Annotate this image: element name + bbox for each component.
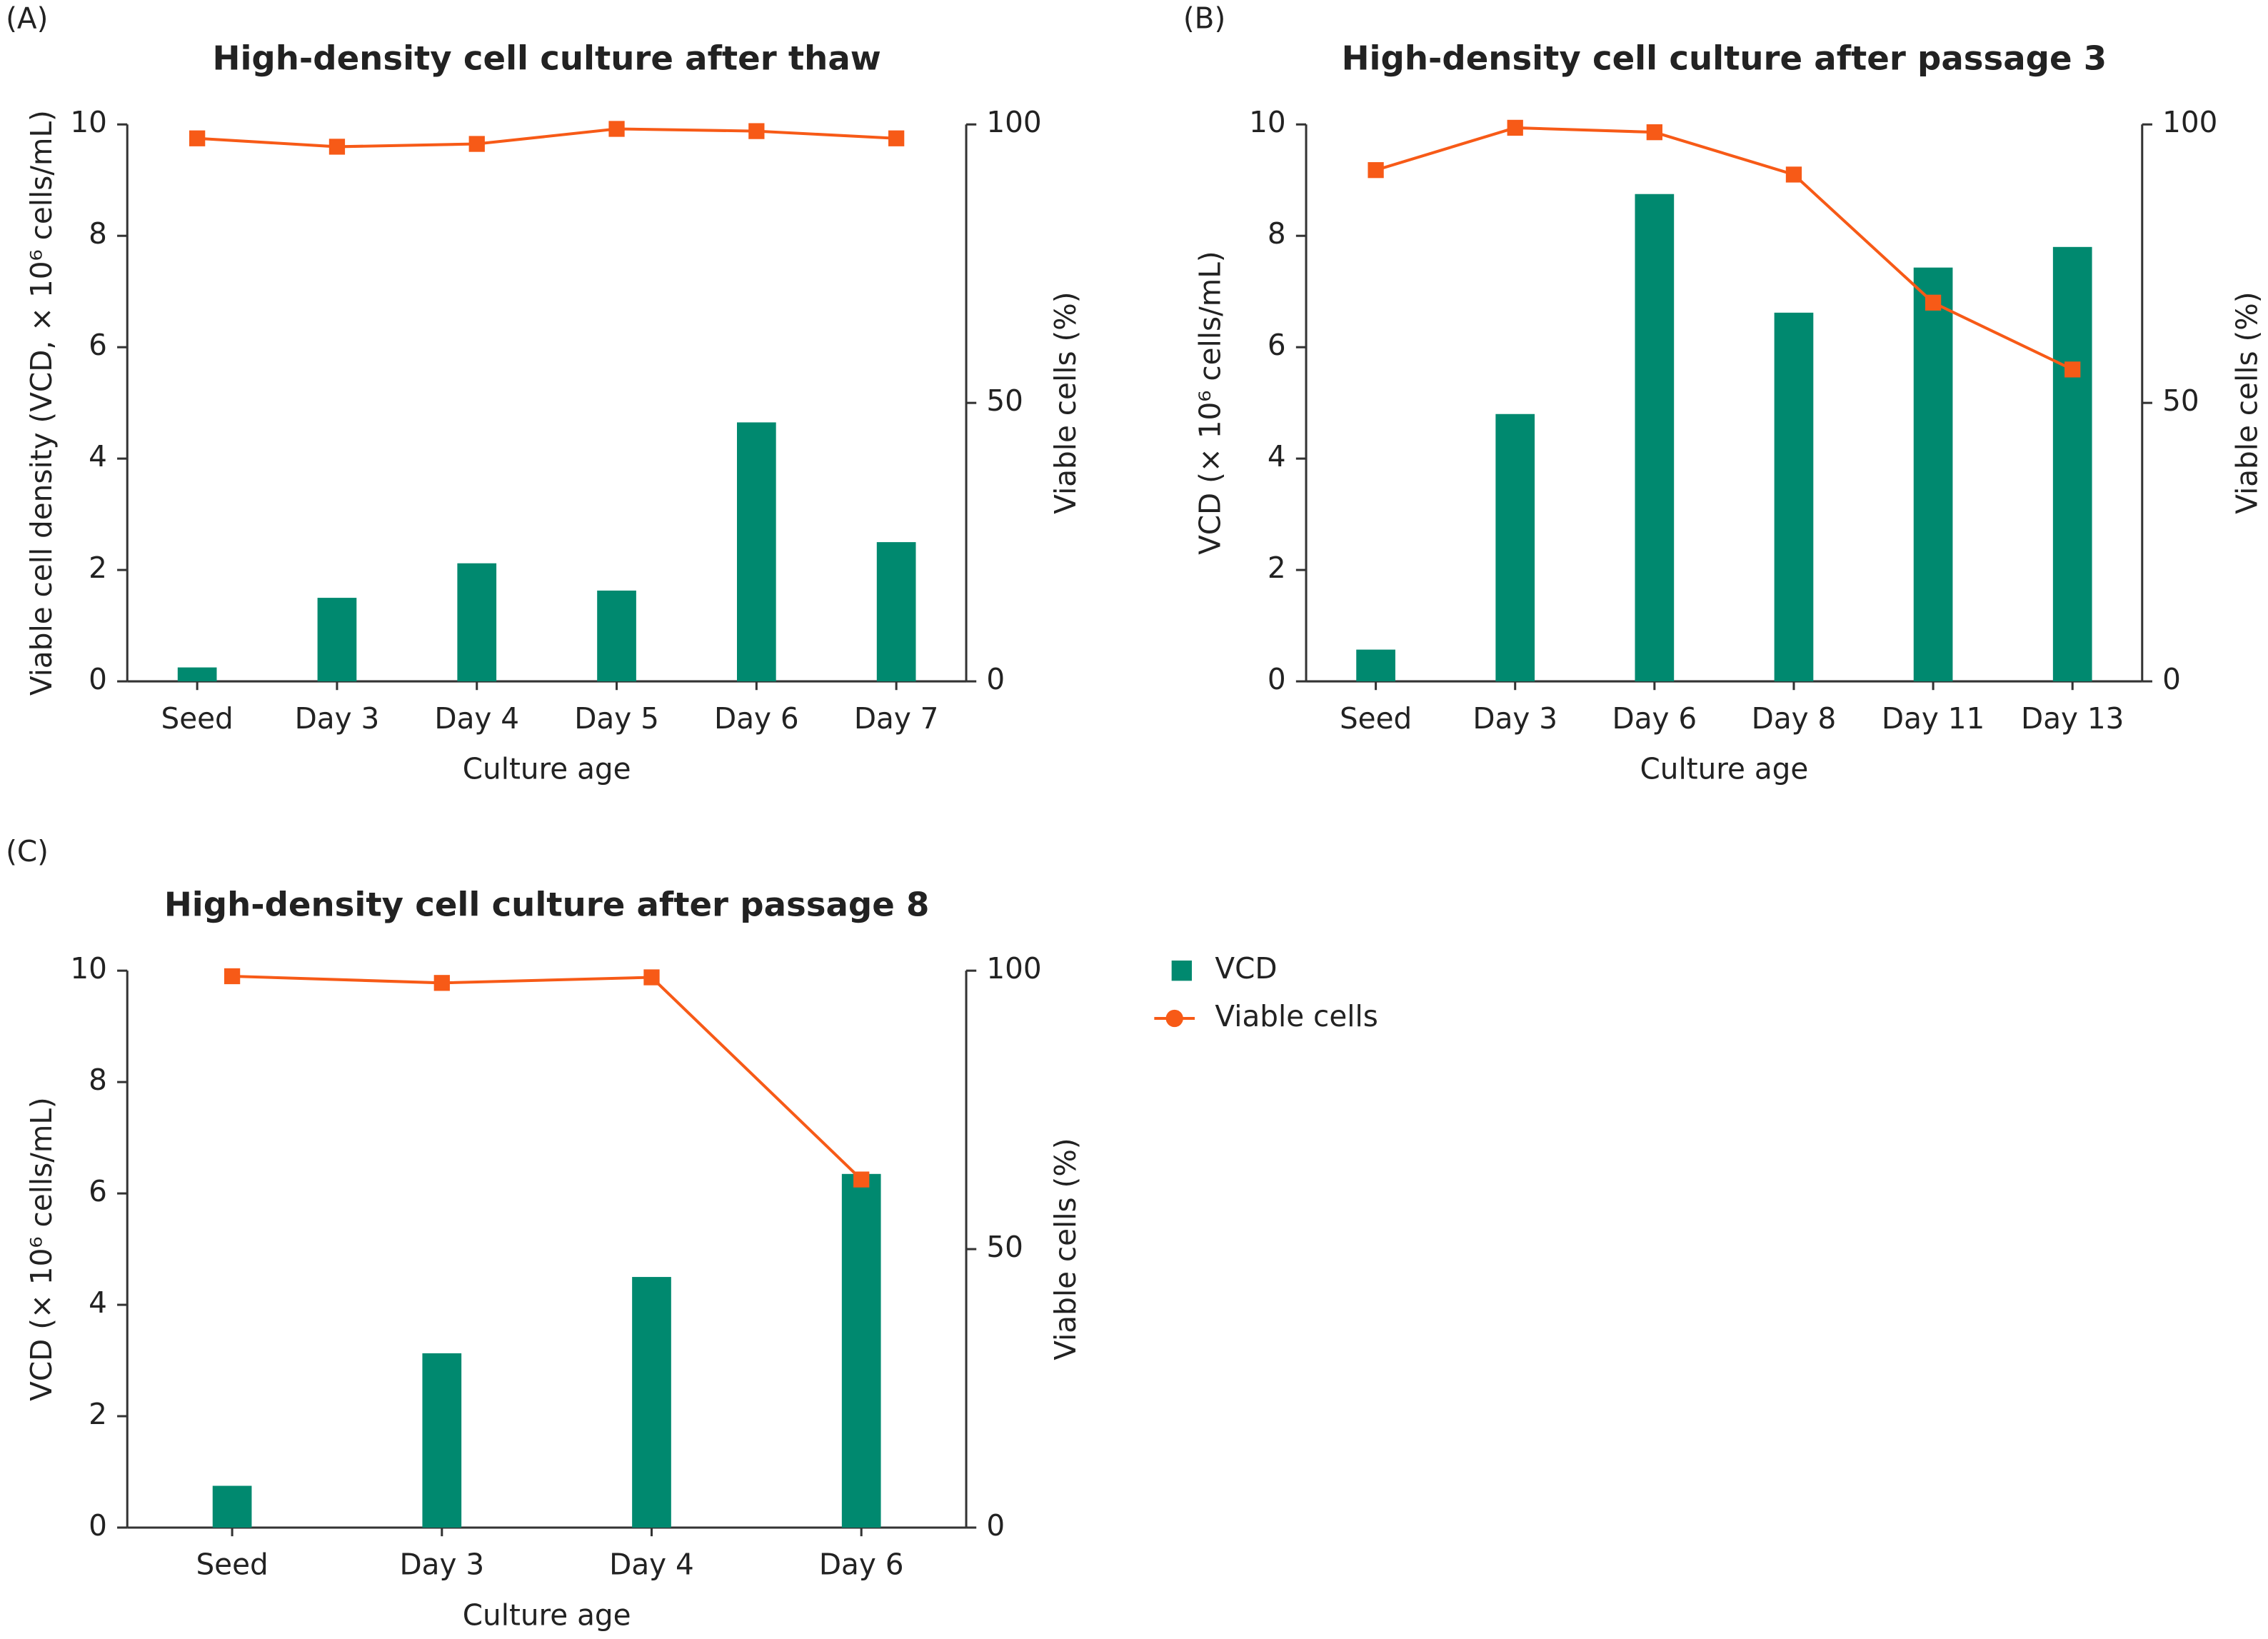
bar <box>1913 267 1953 682</box>
panel-label: (C) <box>6 834 49 868</box>
x-tick-label: Day 3 <box>399 1548 484 1582</box>
y-axis-label: Viable cell density (VCD, × 10⁶ cells/mL… <box>24 110 59 696</box>
x-tick-label: Seed <box>161 701 234 736</box>
y-axis-label: VCD (× 10⁶ cells/mL) <box>1193 251 1227 555</box>
x-tick-label: Day 3 <box>1472 701 1557 736</box>
bar <box>736 422 776 682</box>
x-tick-label: Day 5 <box>574 701 659 736</box>
y2-tick-label: 50 <box>2162 384 2199 418</box>
x-tick-label: Seed <box>196 1548 268 1582</box>
y-tick-label: 2 <box>89 551 107 585</box>
y-tick-label: 8 <box>89 1063 107 1097</box>
chart-title: High-density cell culture after thaw <box>212 39 880 78</box>
x-tick-label: Day 3 <box>295 701 380 736</box>
line-marker <box>1507 119 1523 136</box>
x-tick-label: Day 13 <box>2021 701 2124 736</box>
x-tick-label: Day 6 <box>819 1548 904 1582</box>
y-tick-label: 4 <box>89 1285 107 1320</box>
line-marker <box>888 130 905 146</box>
bar <box>841 1173 881 1528</box>
bar <box>422 1353 462 1528</box>
x-tick-label: Day 8 <box>1752 701 1837 736</box>
y-tick-label: 0 <box>89 1508 107 1543</box>
bar <box>177 667 217 682</box>
y2-tick-label: 0 <box>2162 662 2181 696</box>
line-marker <box>1785 166 1802 183</box>
line <box>232 974 863 1181</box>
y-tick-label: 4 <box>1268 439 1286 473</box>
line-marker <box>224 968 241 985</box>
bar <box>2052 246 2092 682</box>
chart-title: High-density cell culture after passage … <box>1342 39 2107 78</box>
y2-tick-label: 0 <box>986 1508 1005 1543</box>
bar <box>876 542 916 682</box>
y2-axis-label: Viable cells (%) <box>2230 291 2264 513</box>
bar <box>1356 649 1395 682</box>
y2-tick-label: 50 <box>986 1230 1023 1264</box>
line-marker <box>189 130 206 146</box>
y2-tick-label: 100 <box>986 105 1041 139</box>
y2-tick-label: 100 <box>2162 105 2217 139</box>
x-tick-label: Day 6 <box>1612 701 1697 736</box>
x-axis-label: Culture age <box>463 752 631 786</box>
bar <box>212 1485 252 1528</box>
line-marker <box>608 121 625 137</box>
line-marker <box>1368 162 1384 179</box>
legend-swatch <box>1165 1009 1183 1028</box>
y-tick-label: 10 <box>70 951 107 986</box>
chart-title: High-density cell culture after passage … <box>164 886 930 924</box>
bar <box>597 590 636 682</box>
y-tick-label: 6 <box>89 328 107 362</box>
line-marker <box>1646 124 1662 141</box>
y2-tick-label: 0 <box>986 662 1005 696</box>
y-tick-label: 4 <box>89 439 107 473</box>
line-marker <box>853 1171 870 1188</box>
bar <box>1774 312 1814 682</box>
y-tick-label: 8 <box>89 216 107 251</box>
line-marker <box>1925 294 1942 311</box>
x-tick-label: Day 6 <box>714 701 799 736</box>
line-marker <box>2064 361 2081 378</box>
y-tick-label: 6 <box>1268 328 1286 362</box>
y-tick-label: 10 <box>70 105 107 139</box>
legend-label: Viable cells <box>1215 999 1378 1033</box>
bar <box>1635 194 1675 682</box>
x-axis-label: Culture age <box>463 1598 631 1633</box>
y2-axis-label: Viable cells (%) <box>1048 1138 1083 1360</box>
line-marker <box>328 139 346 155</box>
y-axis-label: VCD (× 10⁶ cells/mL) <box>24 1097 59 1401</box>
line-marker <box>433 975 450 991</box>
x-axis-label: Culture age <box>1640 752 1809 786</box>
y-tick-label: 2 <box>89 1397 107 1431</box>
x-tick-label: Day 4 <box>434 701 519 736</box>
bar <box>632 1277 671 1528</box>
y-tick-label: 0 <box>1268 662 1286 696</box>
line-marker <box>468 136 485 152</box>
y-tick-label: 6 <box>89 1174 107 1208</box>
legend-swatch <box>1171 960 1193 981</box>
line <box>1375 126 2074 371</box>
y-tick-label: 10 <box>1249 105 1286 139</box>
y-tick-label: 8 <box>1268 216 1286 251</box>
line <box>197 127 897 149</box>
bar <box>1495 413 1535 682</box>
bar <box>317 598 357 682</box>
y2-tick-label: 50 <box>986 384 1023 418</box>
panel-label: (A) <box>6 1 48 35</box>
y-tick-label: 2 <box>1268 551 1286 585</box>
y2-tick-label: 100 <box>986 951 1041 986</box>
legend-label: VCD <box>1215 951 1277 986</box>
bar <box>457 563 497 682</box>
x-tick-label: Seed <box>1340 701 1412 736</box>
line-marker <box>643 969 660 986</box>
x-tick-label: Day 7 <box>854 701 939 736</box>
y-tick-label: 0 <box>89 662 107 696</box>
y2-axis-label: Viable cells (%) <box>1048 291 1083 513</box>
x-tick-label: Day 4 <box>609 1548 694 1582</box>
line-marker <box>748 123 765 139</box>
x-tick-label: Day 11 <box>1882 701 1985 736</box>
panel-label: (B) <box>1183 1 1225 35</box>
